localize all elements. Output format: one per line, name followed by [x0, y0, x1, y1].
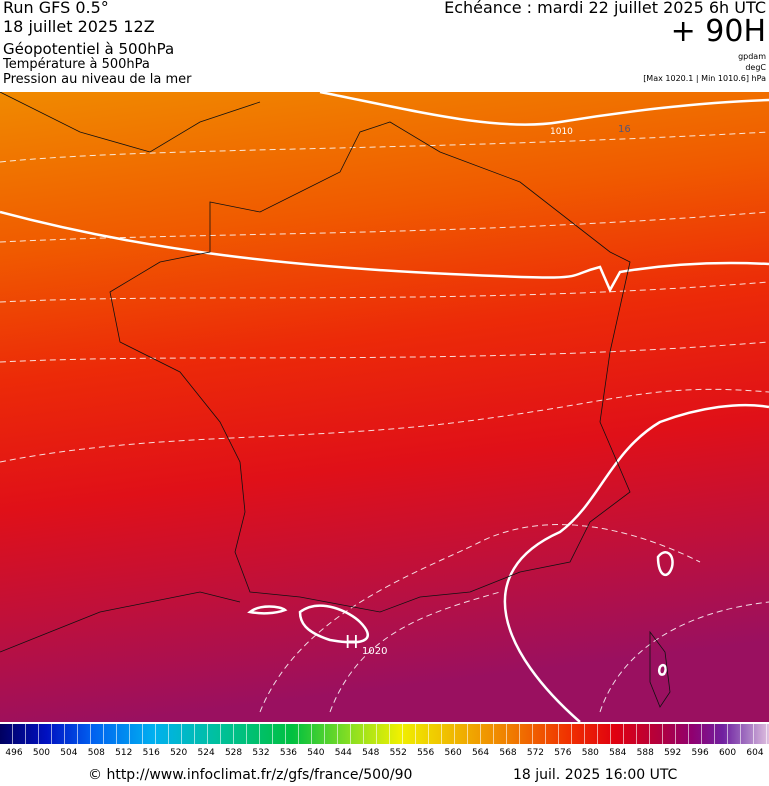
temperature-label: 16 — [618, 124, 631, 135]
range: [Max 1020.1 | Min 1010.6] hPa — [643, 74, 766, 83]
scale-label: 572 — [526, 748, 545, 758]
scale-label: 568 — [499, 748, 517, 758]
high-value: 1020 — [362, 646, 387, 657]
field: Pression au niveau de la mer — [3, 72, 192, 87]
unit: degC — [745, 63, 766, 72]
scale-label: 604 — [746, 748, 764, 758]
lead-time: + 90H — [670, 14, 766, 49]
scale-label: 548 — [362, 748, 380, 758]
geopotential-contours — [0, 131, 769, 713]
field-background — [0, 92, 769, 722]
scale-label: 584 — [609, 748, 627, 758]
run: Run GFS 0.5° — [3, 0, 109, 17]
source: © http://www.infoclimat.fr/z/gfs/france/… — [88, 767, 413, 783]
field: Géopotentiel à 500hPa — [3, 40, 175, 58]
coastline — [0, 92, 671, 708]
field: Température à 500hPa — [3, 57, 150, 72]
scale-label: 560 — [444, 748, 462, 758]
run-date: 18 juillet 2025 12Z — [3, 17, 155, 36]
isobar-label: 1010 — [550, 127, 573, 137]
scale-label: 564 — [471, 748, 490, 758]
scale-label: 588 — [636, 748, 654, 758]
scale-label: 600 — [718, 748, 737, 758]
scale-label: 516 — [142, 748, 160, 758]
map: 1010 16 H 1020 — [0, 92, 769, 722]
scale-label: 528 — [224, 748, 243, 758]
scale-label: 544 — [334, 748, 352, 758]
scale-label: 536 — [279, 748, 298, 758]
high-marker: H — [345, 632, 359, 653]
timestamp: 18 juil. 2025 16:00 UTC — [513, 767, 678, 783]
unit: gpdam — [738, 52, 766, 61]
scale-label: 576 — [554, 748, 572, 758]
scale-label: 540 — [307, 748, 325, 758]
scale-label: 580 — [581, 748, 599, 758]
scale-label: 500 — [32, 748, 51, 758]
scale-label: 520 — [170, 748, 188, 758]
scale-label: 552 — [389, 748, 407, 758]
scale-label: 508 — [87, 748, 105, 758]
scale-label: 496 — [5, 748, 23, 758]
scale-label: 512 — [115, 748, 133, 758]
scale-label: 532 — [252, 748, 270, 758]
scale-label: 524 — [197, 748, 215, 758]
color-scale — [0, 724, 769, 744]
echeance: Echéance : mardi 22 juillet 2025 6h UTC — [444, 0, 766, 17]
isobars — [0, 92, 769, 722]
scale-label: 556 — [417, 748, 435, 758]
scale-label: 592 — [664, 748, 682, 758]
scale-label: 596 — [691, 748, 709, 758]
scale-label: 504 — [60, 748, 78, 758]
